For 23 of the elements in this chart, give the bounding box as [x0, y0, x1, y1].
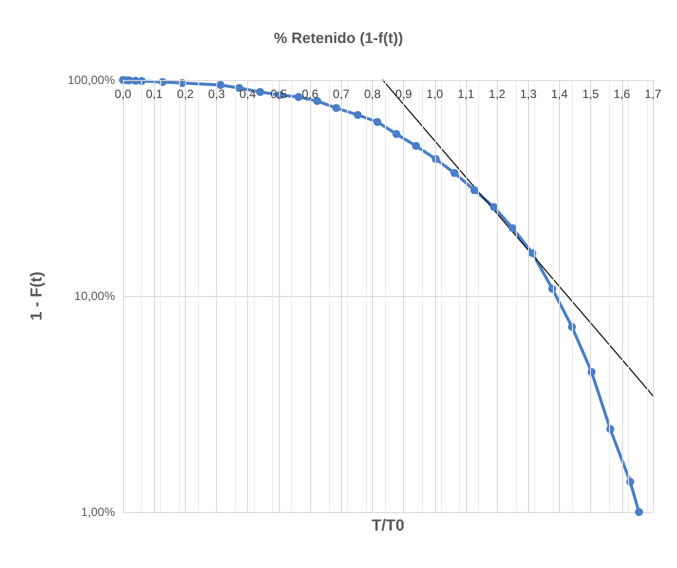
chart-title: % Retenido (1-f(t))	[274, 30, 404, 47]
x-tick-label: 1,3	[520, 87, 537, 101]
x-tick-label: 0,9	[395, 87, 412, 101]
x-tick-label: 0,1	[146, 87, 163, 101]
x-tick-label: 0,8	[364, 87, 382, 101]
x-tick-label: 0,0	[114, 87, 132, 101]
x-tick-label: 0,7	[332, 87, 350, 101]
x-tick-label: 1,5	[582, 87, 600, 101]
x-tick-label: 0,3	[208, 87, 226, 101]
y-tick-label: 1,00%	[80, 505, 116, 519]
x-tick-label: 1,2	[488, 87, 506, 101]
y-axis-title: 1 - F(t)	[28, 272, 46, 320]
x-tick-label: 0,2	[177, 87, 194, 101]
y-tick-label: 100,00%	[68, 73, 116, 87]
x-tick-label: 1,7	[644, 87, 662, 101]
y-tick-label: 10,00%	[74, 289, 116, 303]
x-tick-label: 0,4	[239, 87, 256, 101]
x-tick-label: 1,4	[551, 87, 568, 101]
x-tick-label: 0,6	[302, 87, 319, 101]
x-axis-title: T/T0	[372, 518, 405, 534]
x-tick-label: 1,1	[458, 87, 475, 101]
x-tick-label: 1,0	[426, 87, 444, 101]
x-tick-label: 1,6	[613, 87, 630, 101]
